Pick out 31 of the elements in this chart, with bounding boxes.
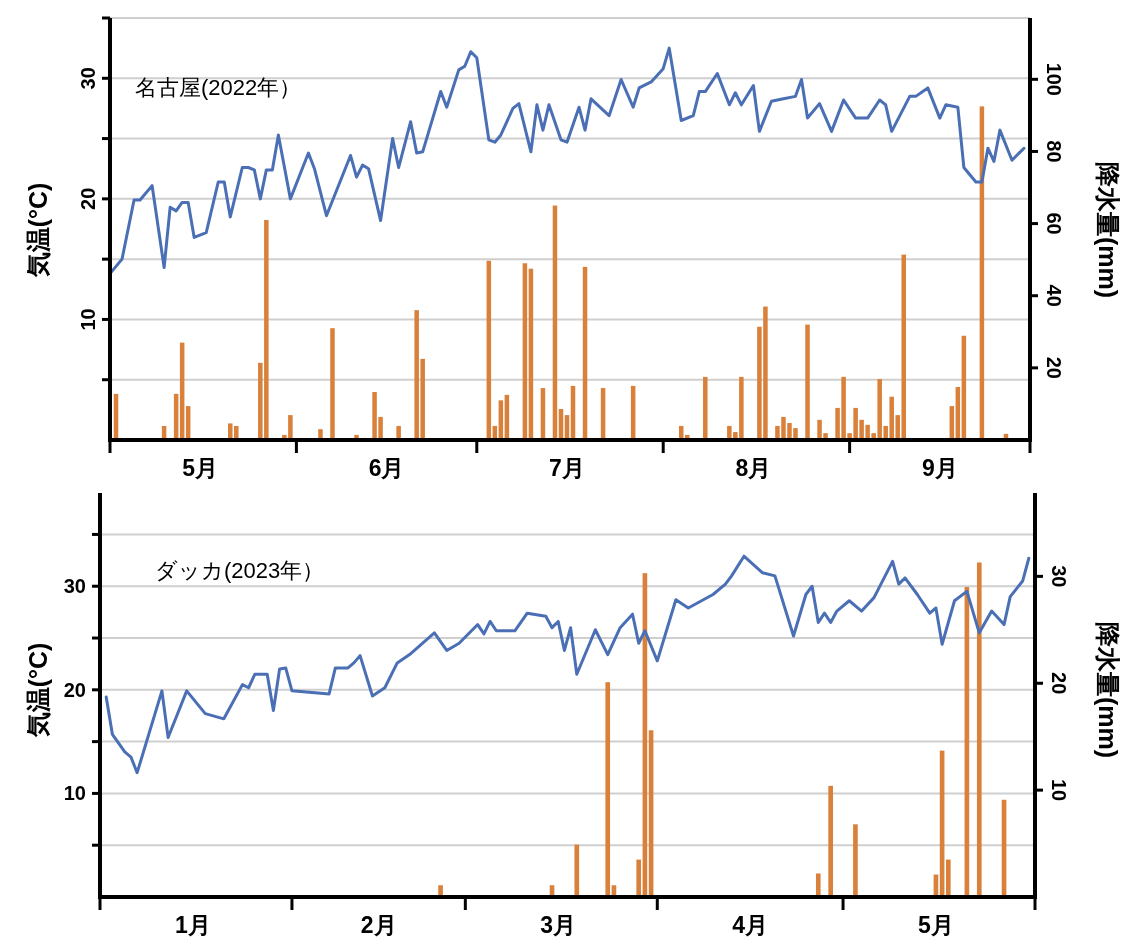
x-tick-label: 1月 <box>174 912 211 938</box>
y-tick-label: 30 <box>63 575 86 598</box>
x-tick-label: 5月 <box>918 912 954 938</box>
x-tick-label: 9月 <box>921 455 958 481</box>
x-tick-label: 4月 <box>732 912 769 938</box>
y-axis-title: 気温(°C) <box>24 642 52 739</box>
y-axis-title: 気温(°C) <box>24 182 52 279</box>
y2-tick-label: 40 <box>1043 284 1065 307</box>
y2-tick-label: 80 <box>1043 140 1065 163</box>
line-series <box>104 554 1031 775</box>
x-tick-label: 7月 <box>549 455 585 481</box>
x-tick-label: 3月 <box>540 912 577 938</box>
y-tick-label: 10 <box>77 308 99 331</box>
y-tick-label: 20 <box>77 187 99 210</box>
y-tick-label: 10 <box>63 782 86 805</box>
y2-axis-title: 降水量(mm) <box>1094 621 1122 759</box>
y-tick-label: 30 <box>77 67 99 90</box>
y2-axis-title: 降水量(mm) <box>1094 161 1122 299</box>
x-tick-label: 6月 <box>368 455 405 481</box>
y-tick-label: 20 <box>63 678 86 701</box>
y2-tick-label: 100 <box>1043 62 1065 96</box>
y2-tick-label: 20 <box>1048 672 1070 695</box>
y2-tick-label: 10 <box>1048 779 1070 802</box>
x-tick-label: 8月 <box>735 455 772 481</box>
y2-tick-label: 30 <box>1048 565 1070 588</box>
x-tick-label: 2月 <box>360 912 397 938</box>
text: ダッカ(2023年） <box>155 558 325 583</box>
y2-tick-label: 20 <box>1043 356 1065 379</box>
y2-tick-label: 60 <box>1043 212 1065 235</box>
x-tick-label: 5月 <box>182 455 219 481</box>
text: 名古屋(2022年） <box>135 75 302 100</box>
